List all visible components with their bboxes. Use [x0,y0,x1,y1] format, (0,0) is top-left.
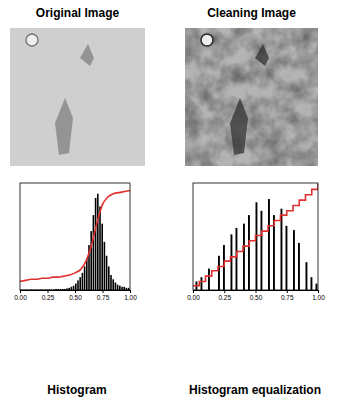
histogram-bar [298,243,300,290]
tick: 1.00 [312,290,325,301]
figure: Original Image Cleaning Image 0.00 0.25 0.50… [0,0,352,412]
chart-title: Histogram equalization [189,383,321,397]
plot-frame [193,183,318,290]
tick-mark [287,290,288,293]
histogram-bar [121,287,123,290]
tick-label: 1.00 [312,294,325,301]
tick-label: 0.50 [250,294,263,301]
histogram-bar [104,242,106,290]
histogram-bar [77,280,79,290]
histogram-bar [256,202,258,290]
histogram-bar [208,269,210,290]
histogram-bar [97,194,99,290]
tick-mark [75,290,76,293]
histogram-bar [201,277,203,290]
image-texture [10,28,145,166]
histogram-bar [316,284,318,290]
tick-mark [48,290,49,293]
x-axis: 0.00 0.25 0.50 0.75 1.00 [187,290,325,301]
tick-label: 0.50 [69,294,82,301]
histogram-bar [286,226,288,290]
histogram-bar [108,266,110,290]
histogram-bar [218,256,220,290]
tick-mark [130,290,131,293]
histogram-bar [110,275,112,290]
image-title: Cleaning Image [207,6,296,20]
tick: 0.00 [187,290,200,301]
histogram-bar [95,198,97,290]
histogram-bar [112,279,114,290]
image [185,28,318,166]
histogram-bar [101,224,103,290]
ridge [230,44,269,155]
tick-label: 1.00 [124,294,137,301]
histogram-bar [106,256,108,290]
image-background [10,28,145,166]
histogram-bar [82,273,84,290]
histogram-bar [236,228,238,290]
tick-label: 0.75 [281,294,294,301]
tick: 0.00 [14,290,27,301]
tick-label: 0.75 [97,294,110,301]
tick-label: 0.00 [14,294,27,301]
image [10,28,145,166]
histogram-bar [311,277,313,290]
histogram-bar [306,262,308,290]
tick-mark [103,290,104,293]
histogram-bar [119,286,121,290]
tick: 0.25 [218,290,231,301]
tick-label: 0.25 [218,294,231,301]
tick-mark [256,290,257,293]
crater [201,34,213,46]
ridge [55,44,94,155]
plot-frame [20,183,130,290]
histogram-bar [93,215,95,290]
histogram-bar [86,258,88,290]
histogram-bar [90,231,92,290]
histogram-bar [73,286,75,290]
tick: 1.00 [124,290,137,301]
tick-mark [318,290,319,293]
histogram-bar [261,211,263,290]
image-title: Original Image [36,6,120,20]
tick: 0.50 [250,290,263,301]
crater [26,34,38,46]
tick: 0.75 [281,290,294,301]
tick-mark [20,290,21,293]
image-texture [185,28,318,166]
histogram-bar [75,284,77,290]
histogram-bar [115,283,117,290]
cdf-line [20,190,130,281]
cdf-line [193,184,318,286]
image-background [185,28,318,166]
x-axis: 0.00 0.25 0.50 0.75 1.00 [14,290,137,301]
histogram-bar [117,285,119,290]
histogram-bar [99,207,101,290]
histogram-bar [243,224,245,290]
tick-label: 0.00 [187,294,200,301]
histogram-bar [248,215,250,290]
chart-title: Histogram [47,383,106,397]
tick: 0.50 [69,290,82,301]
histogram-bar [123,287,125,290]
plot-area [193,184,318,290]
histogram-bar [84,266,86,290]
histogram-bar [268,199,270,290]
tick: 0.75 [97,290,110,301]
tick-mark [224,290,225,293]
tick-mark [193,290,194,293]
tick: 0.25 [42,290,55,301]
histogram-bar [231,234,233,290]
plot-area [20,190,130,290]
tick-label: 0.25 [42,294,55,301]
histogram-bar [293,230,295,290]
histogram-bar [71,287,73,290]
histogram-bar [79,277,81,290]
histogram-bar [223,245,225,290]
